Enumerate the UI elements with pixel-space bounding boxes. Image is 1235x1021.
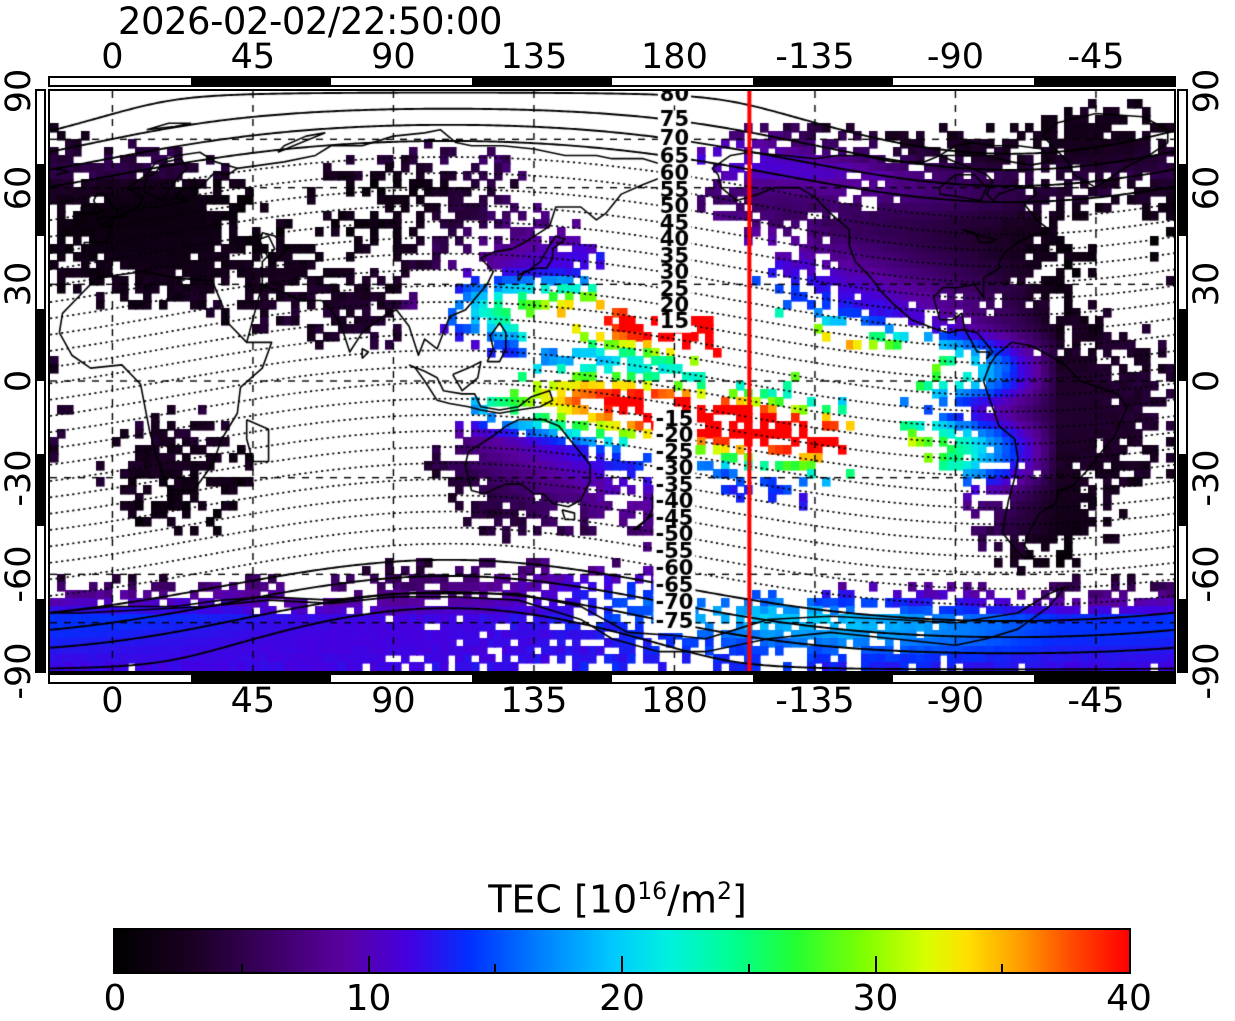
- y-tick-label: -60: [0, 545, 39, 603]
- colorbar-tick-label: 40: [1106, 978, 1152, 1019]
- x-tick-label: 180: [641, 37, 708, 77]
- y-tick-label: -60: [1187, 545, 1227, 603]
- colorbar-title-tail: /m: [667, 877, 717, 922]
- x-tick-label: 0: [101, 681, 124, 721]
- y-tick-label: 30: [1187, 262, 1227, 307]
- axis-band-top: [48, 76, 1176, 87]
- axis-band-segment: [37, 453, 44, 526]
- y-tick-label: -90: [0, 642, 39, 700]
- y-tick-label: 90: [1187, 68, 1227, 114]
- axis-band-segment: [37, 308, 44, 381]
- colorbar-tick-mark: [874, 956, 877, 972]
- axis-band-bottom: [48, 673, 1176, 684]
- y-tick-label: 90: [0, 68, 39, 114]
- colorbar-tick-mark: [747, 964, 750, 972]
- y-tick-label: -90: [1187, 642, 1227, 700]
- x-tick-label: -90: [926, 37, 985, 77]
- x-tick-label: -90: [926, 681, 985, 721]
- colorbar-tick-mark: [240, 964, 243, 972]
- axis-band-left: [35, 89, 46, 673]
- axis-band-segment: [1033, 675, 1174, 682]
- y-tick-label: -30: [0, 449, 39, 507]
- colorbar-tick-label: 20: [599, 978, 645, 1019]
- y-tick-label: 0: [0, 369, 39, 393]
- x-tick-label: -135: [775, 681, 855, 721]
- colorbar-tick-mark: [1001, 964, 1004, 972]
- axis-band-segment: [190, 675, 331, 682]
- x-tick-label: 0: [101, 37, 124, 77]
- x-tick-label: 180: [641, 681, 708, 721]
- y-tick-label: 60: [1187, 165, 1227, 210]
- x-tick-label: 45: [230, 37, 276, 77]
- axis-band-segment: [1179, 598, 1186, 671]
- axis-band-segment: [752, 675, 893, 682]
- colorbar-exponent-16: 16: [637, 877, 668, 905]
- x-tick-label: 135: [500, 681, 568, 721]
- colorbar-exponent-2: 2: [717, 877, 732, 905]
- axis-band-segment: [1179, 453, 1186, 526]
- axis-band-segment: [1179, 163, 1186, 236]
- colorbar-tick-label: 0: [103, 978, 127, 1019]
- axis-band-segment: [37, 598, 44, 671]
- axis-band-segment: [471, 675, 612, 682]
- colorbar-title-close: ]: [731, 877, 747, 922]
- axis-band-segment: [471, 78, 612, 85]
- x-tick-label: -45: [1067, 681, 1125, 721]
- page-title: 2026-02-02/22:50:00: [117, 0, 503, 43]
- x-tick-label: 90: [371, 681, 416, 721]
- x-tick-label: 90: [371, 37, 416, 77]
- colorbar-tick-mark: [621, 956, 623, 972]
- colorbar-tick-mark: [367, 956, 370, 972]
- tec-map-plot[interactable]: [48, 89, 1176, 673]
- axis-band-segment: [190, 78, 331, 85]
- x-tick-label: 45: [230, 681, 276, 721]
- colorbar-title-text: TEC [10: [488, 877, 638, 922]
- colorbar-tick-mark: [494, 964, 497, 972]
- x-tick-label: -135: [775, 37, 855, 77]
- axis-band-right: [1177, 89, 1188, 673]
- y-tick-label: -30: [1187, 449, 1227, 507]
- colorbar-tick-label: 30: [852, 978, 899, 1019]
- y-tick-label: 60: [0, 165, 39, 210]
- tec-map-canvas: [50, 91, 1174, 671]
- colorbar-tick-label: 10: [345, 978, 392, 1019]
- axis-band-segment: [1033, 78, 1174, 85]
- x-tick-label: -45: [1067, 37, 1125, 77]
- x-tick-label: 135: [500, 37, 568, 77]
- axis-band-segment: [752, 78, 893, 85]
- y-tick-label: 0: [1187, 369, 1227, 393]
- axis-band-segment: [1179, 308, 1186, 381]
- y-tick-label: 30: [0, 262, 39, 307]
- colorbar-title: TEC [1016/m2]: [0, 870, 1235, 921]
- axis-band-segment: [37, 163, 44, 236]
